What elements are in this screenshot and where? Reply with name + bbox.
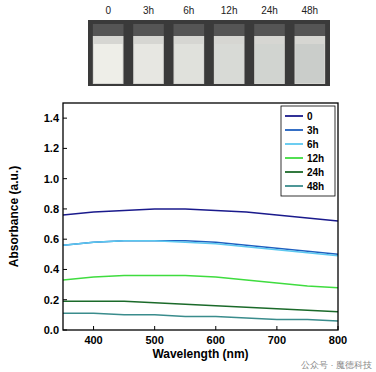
series-line: [63, 301, 338, 312]
vial-glass: [133, 36, 164, 84]
y-tick-label: 0.4: [44, 263, 60, 275]
series-line: [63, 209, 338, 221]
x-tick: [215, 326, 216, 330]
legend-swatch: [285, 129, 303, 131]
y-tick: [63, 178, 67, 179]
vial-glass: [93, 36, 124, 84]
legend-label: 12h: [307, 153, 324, 164]
vial-glass: [214, 36, 245, 84]
legend-label: 0: [307, 111, 313, 122]
y-tick-label: 1.0: [44, 173, 59, 185]
legend-swatch: [285, 143, 303, 145]
vial-liquid: [94, 44, 123, 83]
photo-label: 48h: [301, 5, 318, 16]
y-axis-title: Absorbance (a.u.): [7, 166, 21, 267]
x-tick-label: 700: [268, 334, 286, 346]
vial-cap: [174, 24, 205, 36]
vial-cap: [133, 24, 164, 36]
legend-box: [281, 106, 335, 196]
vial-glass: [254, 36, 285, 84]
y-tick-label: 0.6: [44, 233, 59, 245]
vial-glass: [295, 36, 326, 84]
x-tick-label: 500: [145, 334, 163, 346]
legend-swatch: [285, 185, 303, 187]
lines: [63, 209, 338, 321]
legend-label: 48h: [307, 181, 324, 192]
photo-background: [88, 20, 330, 86]
watermark: 公众号 · 魔德科技: [301, 360, 372, 370]
legend-swatch: [285, 171, 303, 173]
vial-liquid: [175, 44, 204, 83]
y-tick-label: 0.0: [44, 324, 59, 336]
x-tick: [276, 326, 277, 330]
series-line: [63, 241, 338, 256]
vial-liquid: [296, 44, 325, 83]
y-tick: [63, 208, 67, 209]
y-tick: [63, 330, 67, 331]
vial-glass: [174, 36, 205, 84]
vial-liquid: [134, 44, 163, 83]
photo-label: 0: [105, 5, 111, 16]
vial-cap: [93, 24, 124, 36]
photo-label: 6h: [183, 5, 194, 16]
x-tick: [338, 326, 339, 330]
photo-label: 3h: [143, 5, 154, 16]
figure: 0 3h 6h 12h 24h 48h 0.0 0.2 0.4 0.6 0.8 1.0 1.2 1.4 40…: [0, 0, 376, 372]
photo-label: 12h: [221, 5, 238, 16]
vial-cap: [295, 24, 326, 36]
vial-cap: [254, 24, 285, 36]
legend-swatch: [285, 157, 303, 159]
x-axis-title: Wavelength (nm): [152, 347, 248, 361]
legend-label: 24h: [307, 167, 324, 178]
y-tick: [63, 269, 67, 270]
y-tick-label: 0.8: [44, 203, 59, 215]
y-tick: [63, 299, 67, 300]
vial-cap: [214, 24, 245, 36]
legend-label: 3h: [307, 125, 319, 136]
x-tick: [154, 326, 155, 330]
legend-swatch: [285, 115, 303, 117]
y-tick: [63, 148, 67, 149]
x-tick: [93, 326, 94, 330]
y-tick: [63, 239, 67, 240]
y-tick: [63, 118, 67, 119]
legend-label: 6h: [307, 139, 319, 150]
photo-label: 24h: [261, 5, 278, 16]
x-tick-label: 600: [207, 334, 225, 346]
vial-liquid: [255, 44, 284, 83]
vial-liquid: [215, 44, 244, 83]
plot-frame: [63, 103, 338, 330]
x-tick-label: 400: [84, 334, 102, 346]
y-tick-label: 1.2: [44, 142, 59, 154]
x-tick-label: 800: [329, 334, 347, 346]
series-line: [63, 313, 338, 321]
y-tick-label: 0.2: [44, 294, 59, 306]
y-tick-label: 1.4: [44, 112, 60, 124]
series-line: [63, 276, 338, 288]
